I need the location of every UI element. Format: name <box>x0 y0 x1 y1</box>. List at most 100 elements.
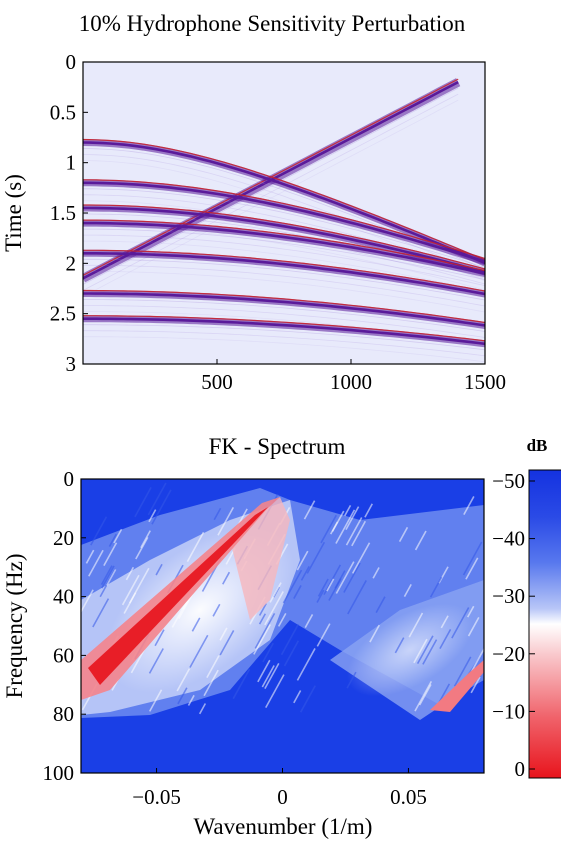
seismic-event-edge <box>83 179 485 260</box>
spectrum-streak <box>418 684 432 706</box>
spectrum-streak <box>351 520 367 547</box>
spectrum-streak <box>375 596 386 614</box>
spectrum-streak <box>206 655 220 678</box>
spectrum-streak <box>103 542 118 567</box>
y-tick-label: 0 <box>66 50 77 74</box>
spectrum-streak <box>329 521 339 535</box>
spectrum-streak <box>191 617 201 632</box>
spectrum-streak <box>277 613 287 627</box>
seismic-ringing <box>83 99 459 297</box>
spectrum-streak <box>198 703 207 715</box>
spectrum-streak <box>155 563 163 576</box>
spectrum-streak <box>92 598 110 628</box>
spectrum-streak <box>416 635 434 665</box>
spectrum-streak <box>317 578 329 597</box>
spectrum-streak <box>101 565 115 589</box>
spectrum-streak <box>151 489 172 525</box>
spectrum-streak <box>219 630 235 656</box>
seismic-event <box>83 317 485 346</box>
spectrum-streak <box>100 565 113 585</box>
colorbar-tick-label: −30 <box>492 584 525 608</box>
spectrum-streak <box>135 536 149 560</box>
y-tick-label: 0.5 <box>50 100 76 124</box>
spectrum-streak <box>429 576 443 598</box>
spectrum-streak <box>261 665 275 688</box>
y-tick-label: 40 <box>53 585 74 609</box>
chart1-plot-area <box>82 61 486 365</box>
chart2-x-label: Wavenumber (1/m) <box>194 814 373 839</box>
seismic-event <box>83 292 485 327</box>
spectrum-streak <box>219 627 228 641</box>
spectrum-streak <box>123 592 137 614</box>
spectrum-streak <box>222 571 231 585</box>
seismic-ringing <box>83 258 485 301</box>
spectrum-streak <box>213 507 222 521</box>
colorbar-tick-label: −10 <box>492 699 525 723</box>
spectrum-streak <box>176 668 191 692</box>
y-tick-label: 20 <box>53 526 74 550</box>
spectrum-streak <box>328 578 342 601</box>
spectrum-streak <box>463 496 475 516</box>
seismic-ringing <box>83 240 485 292</box>
spectrum-streak <box>300 565 310 581</box>
seismic-event <box>83 252 485 296</box>
spectrum-streak <box>335 561 355 594</box>
colorbar-tick-label: 0 <box>515 757 526 781</box>
spectrum-streak <box>306 541 326 574</box>
y-tick-label: 1 <box>66 151 77 175</box>
spectrum-streak <box>414 530 427 551</box>
y-tick-label: 1.5 <box>50 201 76 225</box>
y-tick-label: 60 <box>53 643 74 667</box>
y-tick-label: 80 <box>53 702 74 726</box>
spectrum-streak <box>262 642 274 663</box>
spectrum-streak <box>293 690 302 704</box>
spectrum-streak <box>85 549 95 564</box>
seismic-event <box>83 181 485 263</box>
seismic-ringing <box>83 305 485 338</box>
spectrum-streak <box>364 503 373 518</box>
chart1-y-label: Time (s) <box>1 174 26 252</box>
colorbar: dB −50 −40 −30 −20 −10 0 <box>492 436 561 781</box>
seismic-ringing <box>83 228 485 280</box>
x-tick-label: −0.05 <box>132 785 181 809</box>
spectrum-streak <box>258 603 267 616</box>
seismic-event-edge <box>83 204 485 270</box>
seismic-ringing <box>83 299 485 332</box>
spectrum-streak <box>269 582 282 603</box>
seismic-event-edge <box>83 249 485 292</box>
spectrum-streak <box>439 628 452 650</box>
spectrum-streak <box>253 624 271 655</box>
spectrum-streak <box>351 542 371 574</box>
spectrum-streak <box>280 623 300 656</box>
spectrum-streak <box>304 614 314 629</box>
x-tick-label: 500 <box>201 370 233 394</box>
spectrum-streak <box>408 612 424 638</box>
spectrum-streak <box>81 589 94 613</box>
spectrum-streak <box>264 591 284 626</box>
spectrum-streak <box>320 514 337 544</box>
spectrum-red-core <box>88 507 268 685</box>
chart2-plot-area <box>80 478 485 774</box>
chart2-spectrum <box>81 482 484 720</box>
spectrum-streak <box>282 569 303 604</box>
seismic-ringing <box>83 324 485 351</box>
spectrum-streak <box>326 578 335 592</box>
spectrum-streak <box>148 509 157 523</box>
spectrum-streak <box>134 487 152 518</box>
spectrum-streak <box>90 516 108 546</box>
spectrum-streak <box>335 509 356 544</box>
spectrum-streak <box>422 639 438 665</box>
spectrum-streak <box>293 585 302 599</box>
spectrum-streak <box>186 531 205 562</box>
y-tick-label: 0 <box>64 467 75 491</box>
spectrum-streak <box>265 674 285 709</box>
spectrum-streak <box>413 638 428 664</box>
spectrum-streak <box>121 574 140 606</box>
colorbar-tick-label: −20 <box>492 642 525 666</box>
spectrum-streak <box>453 656 472 687</box>
spectrum-streak <box>316 623 331 647</box>
spectrum-streak <box>189 634 209 668</box>
colorbar-unit: dB <box>527 436 548 455</box>
spectrum-streak <box>372 567 380 579</box>
y-tick-label: 2 <box>66 251 77 275</box>
